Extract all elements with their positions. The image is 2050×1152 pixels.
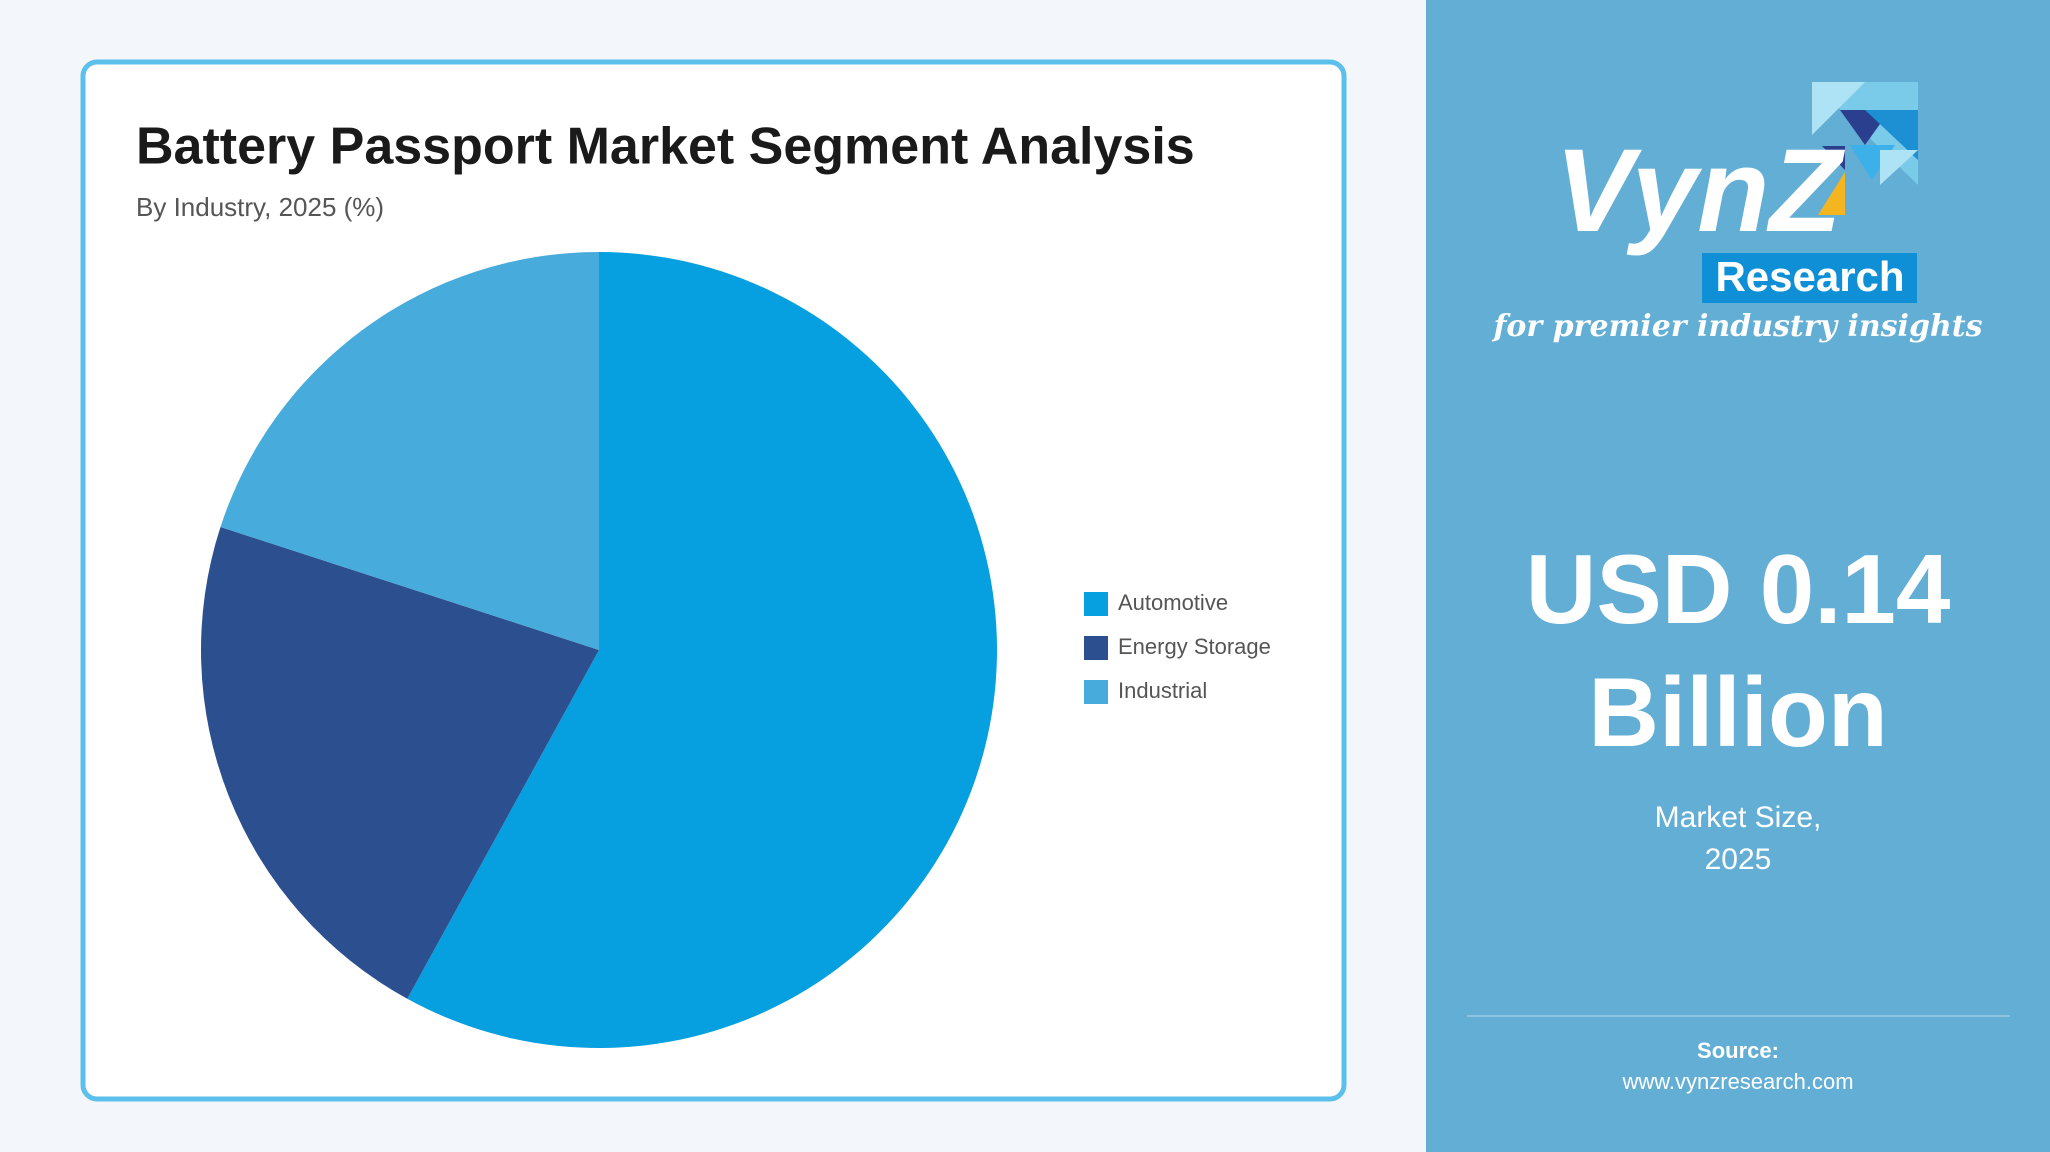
pie-slice [200, 527, 600, 999]
legend-swatch [1084, 680, 1108, 704]
caption: Market Size, [1655, 801, 1822, 834]
source-label: Source: [1697, 1038, 1779, 1063]
logo-name: VynZ [1555, 125, 1845, 257]
pie [200, 252, 997, 1048]
legend-swatch [1084, 636, 1108, 660]
market-unit: Billion [1588, 657, 1887, 767]
legend-label: Automotive [1118, 590, 1228, 615]
side-panel [1426, 0, 2050, 1152]
legend-label: Energy Storage [1118, 634, 1271, 659]
pie-slice [220, 252, 600, 650]
logo-tagline: for premier industry insights [1492, 309, 1983, 344]
source-url: www.vynzresearch.com [1621, 1069, 1853, 1094]
legend: Automotive Energy Storage Industrial [1084, 590, 1271, 704]
chart-title: Battery Passport Market Segment Analysis [136, 118, 1195, 176]
legend-label: Industrial [1118, 678, 1207, 703]
legend-swatch [1084, 592, 1108, 616]
logo-badge-bg [1702, 253, 1917, 303]
logo-decoration [1812, 82, 1918, 215]
caption: 2025 [1705, 843, 1772, 876]
market-value: USD 0.14 [1526, 534, 1951, 644]
chart-subtitle: By Industry, 2025 (%) [136, 192, 384, 222]
pie-slice [407, 252, 997, 1048]
logo-badge: Research [1715, 253, 1904, 300]
